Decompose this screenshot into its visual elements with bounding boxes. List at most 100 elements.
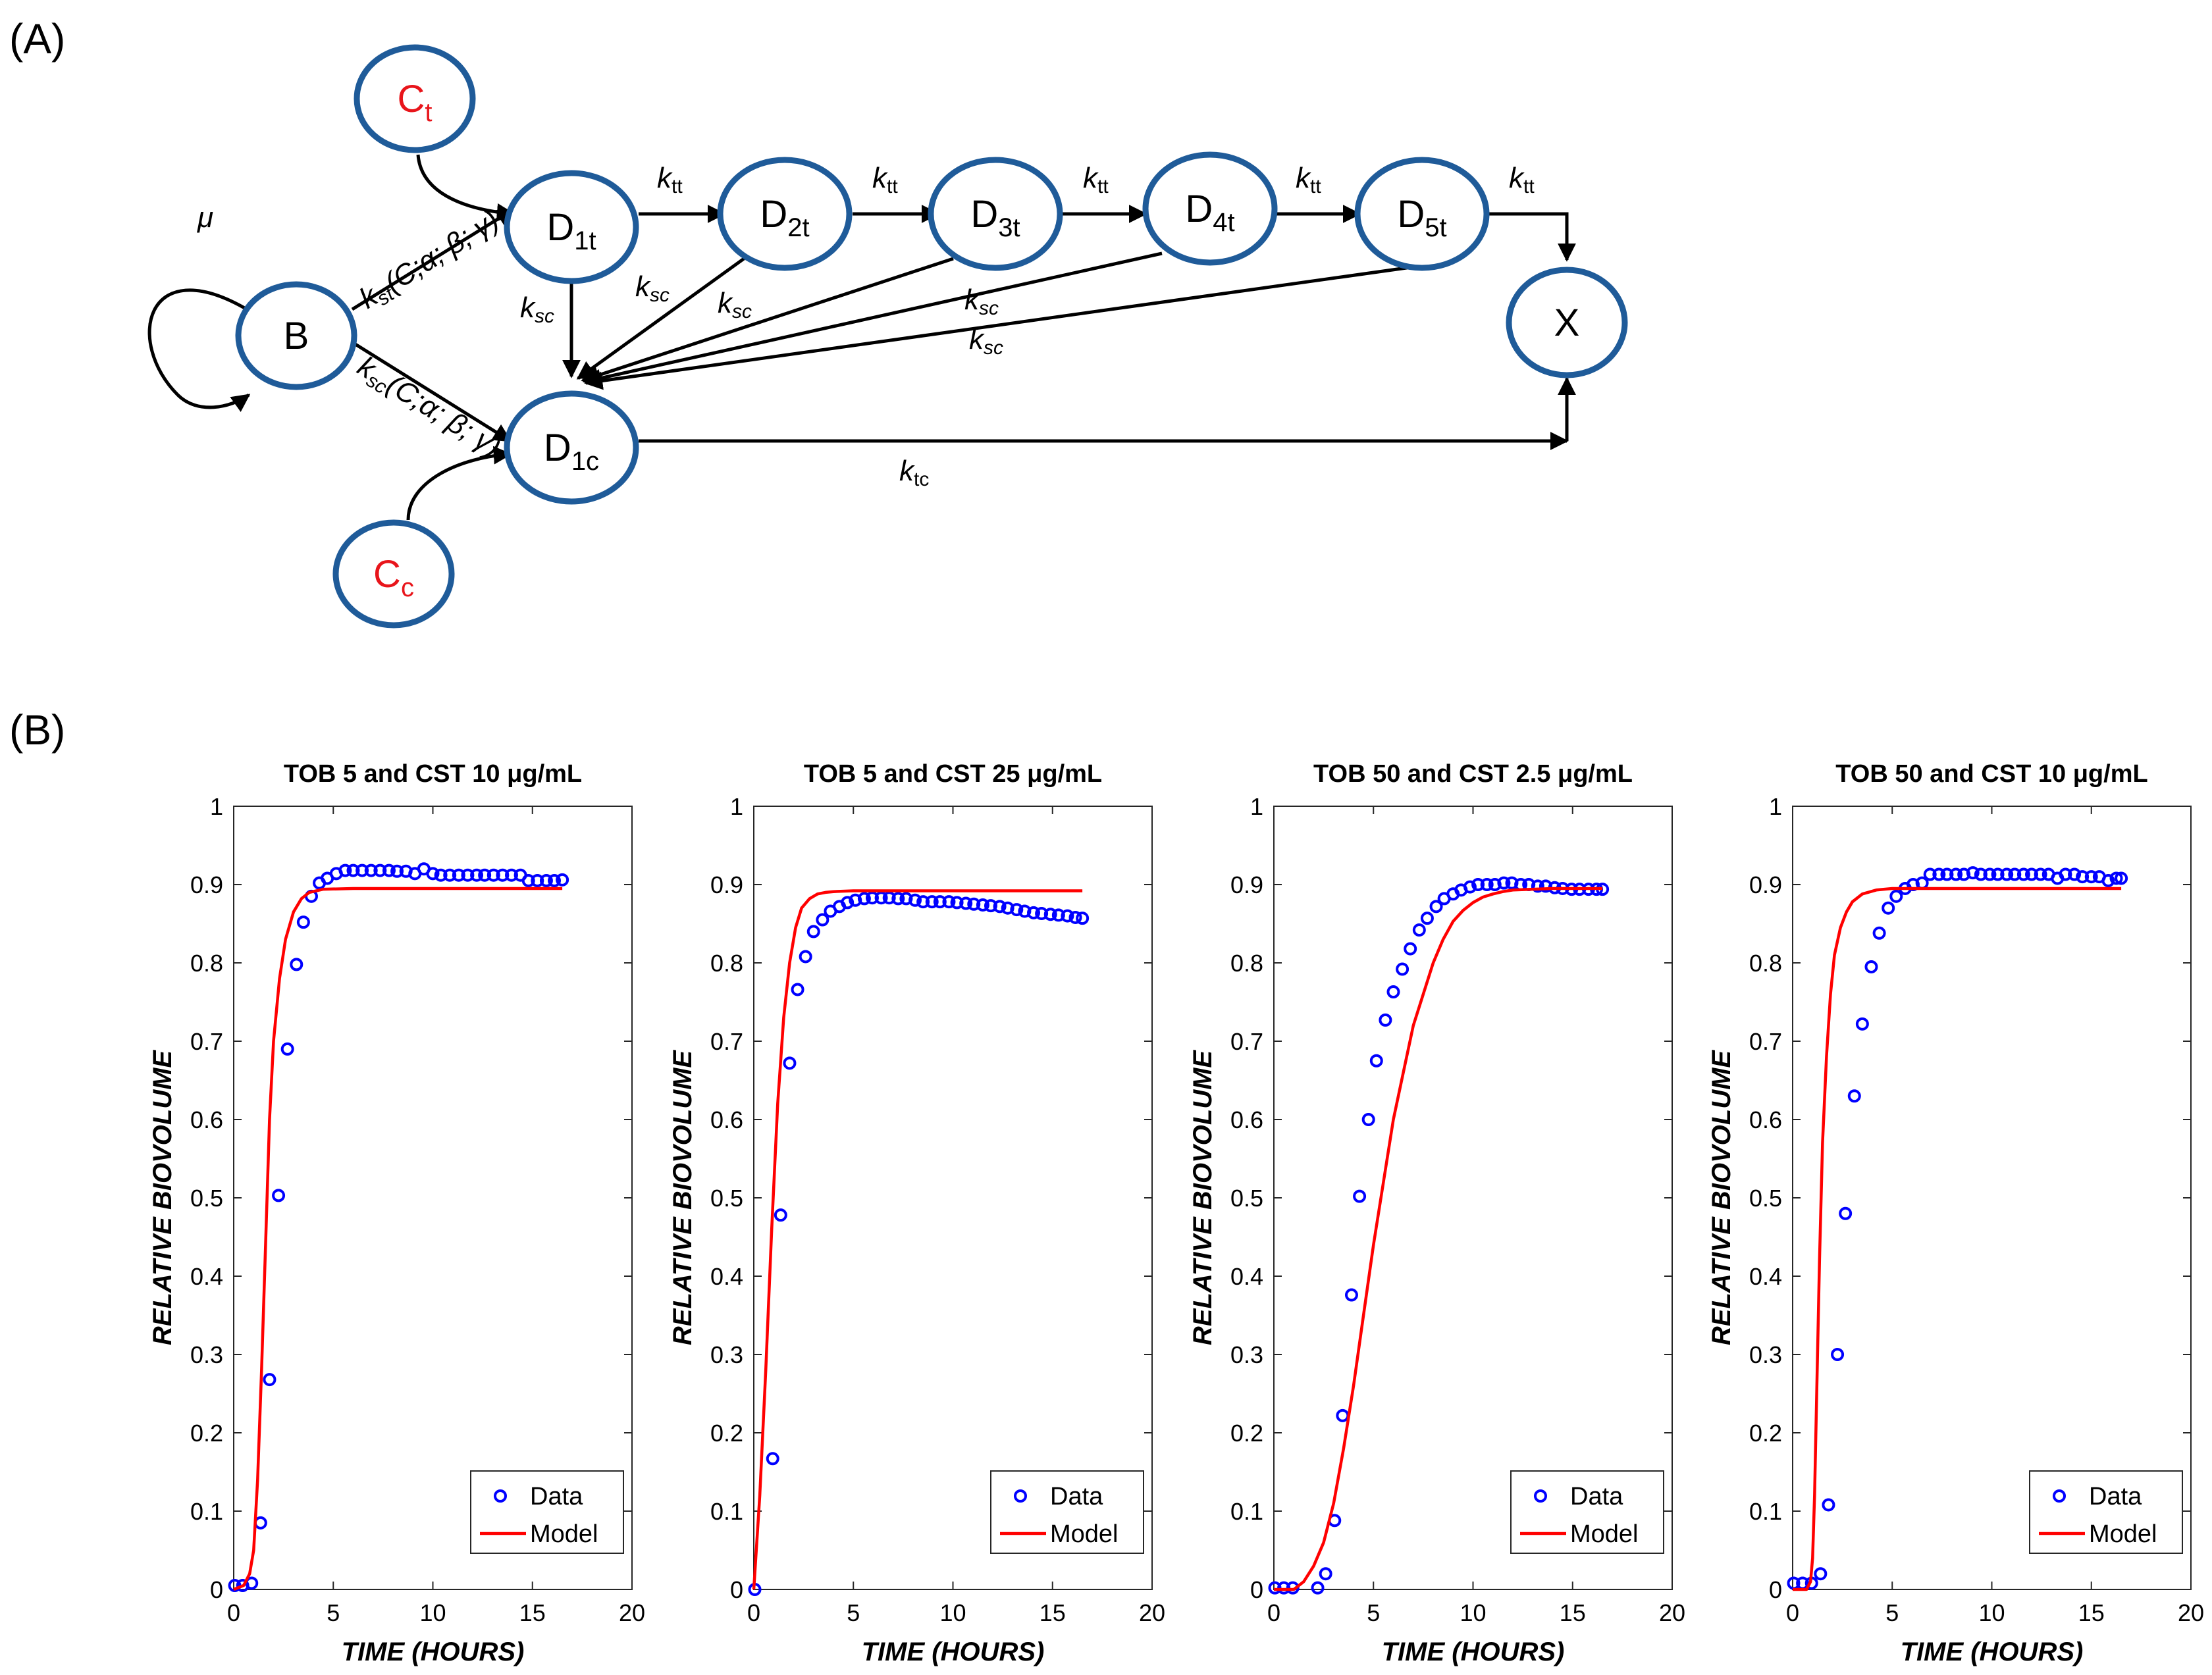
data-point [539, 874, 553, 888]
node-d5t-circle [1354, 157, 1490, 271]
data-point [373, 863, 387, 877]
x-tick-label: 0 [747, 1599, 760, 1626]
legend-data-marker [1014, 1489, 1027, 1503]
data-point [1268, 1581, 1282, 1595]
x-axis-label: TIME (HOURS) [342, 1637, 525, 1666]
chart-title: TOB 5 and CST 25 μg/mL [804, 760, 1102, 788]
x-tick-label: 10 [1460, 1599, 1486, 1626]
series-line-model [1793, 887, 2122, 1591]
data-point [933, 895, 947, 909]
label-ksc-5: ksc [969, 323, 1003, 359]
data-point [521, 874, 535, 888]
y-tick-label: 0.1 [190, 1498, 223, 1525]
data-point [280, 1042, 294, 1056]
x-tick-label: 5 [1885, 1599, 1899, 1626]
y-tick-label: 0.9 [710, 871, 743, 898]
series-line-model [1274, 887, 1603, 1591]
data-point [290, 958, 303, 971]
y-tick-label: 0.4 [1749, 1263, 1782, 1290]
node-cc-circle [332, 519, 455, 629]
label-ktt-4: ktt [1296, 162, 1321, 197]
data-point [1379, 1013, 1392, 1027]
data-point [1480, 878, 1494, 891]
y-tick-label: 0.7 [1749, 1028, 1782, 1055]
data-point [1531, 879, 1544, 893]
data-point [1404, 942, 1417, 956]
data-point [2101, 874, 2115, 888]
data-point [942, 895, 956, 909]
series-line-model [752, 889, 1083, 1590]
data-point [1412, 923, 1426, 937]
node-d4t: D4t [1142, 151, 1278, 266]
y-tick-label: 0.3 [710, 1341, 743, 1368]
x-tick-label: 0 [1267, 1599, 1280, 1626]
y-tick-label: 0.7 [190, 1028, 223, 1055]
data-point [1319, 1567, 1332, 1581]
edge-mu-loop [147, 288, 251, 413]
chart-title: TOB 50 and CST 2.5 μg/mL [1313, 760, 1633, 788]
data-point [263, 1373, 276, 1387]
x-axis-label: TIME (HOURS) [1901, 1637, 2084, 1666]
data-point [967, 897, 981, 911]
node-ct-circle [354, 44, 476, 153]
legend-model-label: Model [1050, 1520, 1119, 1548]
data-point [984, 899, 997, 913]
data-point [783, 1056, 797, 1070]
data-point [504, 868, 518, 882]
node-d1t: D1t [504, 170, 639, 284]
y-tick-label: 0.9 [1230, 871, 1263, 898]
x-tick-label: 15 [519, 1599, 546, 1626]
label-ktt-3: ktt [1083, 162, 1109, 197]
data-point [1051, 908, 1065, 922]
legend-data-label: Data [530, 1483, 583, 1510]
data-point [1420, 912, 1434, 925]
data-point [1923, 867, 1937, 881]
data-point [390, 864, 404, 878]
data-point [1027, 906, 1041, 919]
data-point [338, 863, 352, 877]
edge-b-d1t [351, 207, 515, 311]
edge-cc-d1c [406, 446, 512, 521]
data-point [364, 863, 378, 877]
data-point [548, 874, 562, 888]
y-tick-label: 0.7 [710, 1028, 743, 1055]
y-tick-label: 0.8 [710, 950, 743, 977]
data-point [1974, 867, 1988, 881]
data-point [976, 898, 989, 912]
legend-data-label: Data [1050, 1483, 1103, 1510]
y-tick-label: 0.8 [190, 950, 223, 977]
data-point [470, 868, 484, 882]
node-ct: Ct [354, 44, 476, 153]
y-tick-label: 0 [1769, 1576, 1782, 1603]
legend-box [1510, 1470, 1664, 1554]
data-point [1991, 867, 2005, 881]
legend-model-label: Model [530, 1520, 598, 1548]
data-point [1814, 1567, 1828, 1581]
data-point [2115, 871, 2128, 885]
panel-label-b: (B) [9, 706, 66, 754]
x-tick-label: 0 [1786, 1599, 1799, 1626]
edge-d5t-d1c [584, 263, 1426, 390]
x-tick-label: 20 [619, 1599, 645, 1626]
data-point [816, 913, 830, 927]
data-point [2025, 867, 2038, 881]
data-point [452, 868, 465, 882]
chart-1-container: TOB 5 and CST 10 μg/mL 0 0.1 0.2 0.3 0.4 0.5 0.… [132, 750, 678, 1672]
data-point [2059, 867, 2072, 881]
data-point [1932, 867, 1946, 881]
chart-3: TOB 50 and CST 2.5 μg/mL 0 0.1 0.2 0.3 0.4 0.5… [1188, 760, 1685, 1666]
legend: Data Model [2029, 1470, 2183, 1554]
y-tick-label: 0.2 [1749, 1420, 1782, 1447]
x-tick-label: 5 [327, 1599, 340, 1626]
data-point [1043, 908, 1057, 921]
y-tick-label: 0.2 [190, 1420, 223, 1447]
x-tick-label: 15 [1040, 1599, 1066, 1626]
y-tick-label: 0.7 [1230, 1028, 1263, 1055]
data-point [1940, 867, 1954, 881]
edge-b-d1c [351, 340, 512, 443]
data-point [1471, 878, 1485, 891]
data-point [2084, 870, 2098, 884]
legend-model-label: Model [1570, 1520, 1639, 1548]
y-tick-label: 0.4 [190, 1263, 223, 1290]
y-tick-label: 1 [1250, 793, 1263, 820]
